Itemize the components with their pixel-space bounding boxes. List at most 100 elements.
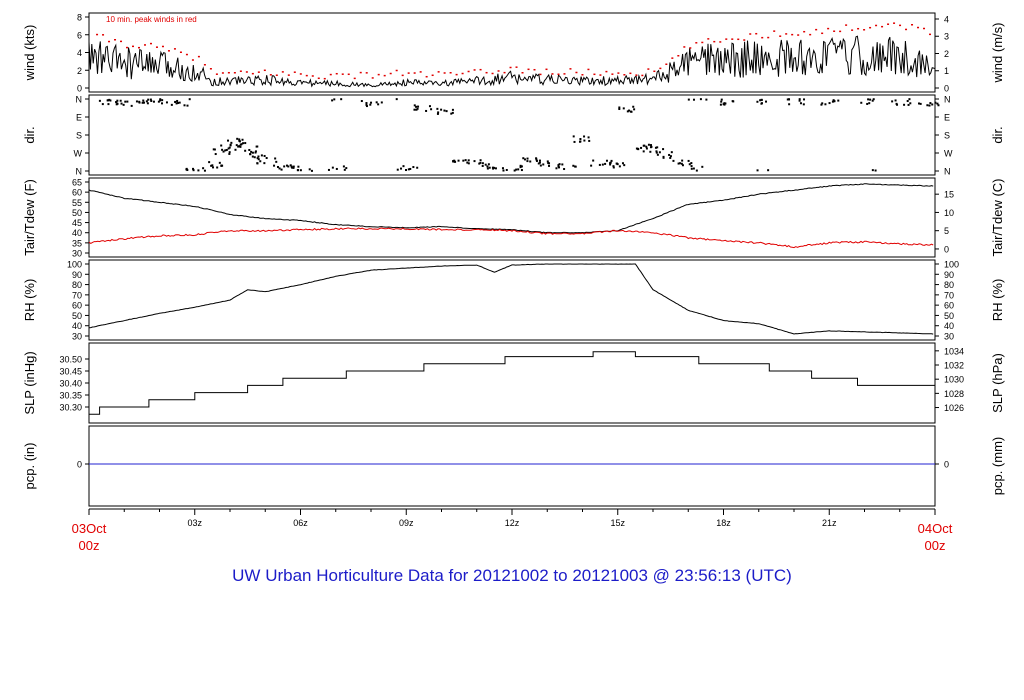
direction-point bbox=[572, 135, 575, 138]
y-axis-label-right: dir. bbox=[990, 126, 1005, 143]
direction-point bbox=[400, 167, 403, 170]
peak-wind-point bbox=[359, 71, 362, 74]
direction-point bbox=[891, 100, 894, 103]
y-tick-label: 100 bbox=[67, 260, 82, 270]
direction-point bbox=[488, 166, 491, 169]
direction-point bbox=[108, 98, 111, 101]
direction-point bbox=[687, 98, 690, 101]
direction-point bbox=[292, 165, 295, 168]
direction-point bbox=[535, 159, 538, 162]
y-tick-label-right: N bbox=[944, 95, 951, 105]
peak-wind-point bbox=[179, 51, 182, 53]
peak-wind-point bbox=[581, 74, 584, 76]
peak-wind-point bbox=[737, 38, 740, 41]
direction-point bbox=[548, 164, 551, 167]
y-tick-label-right: 40 bbox=[944, 321, 954, 331]
peak-wind-point bbox=[419, 71, 422, 73]
direction-point bbox=[513, 169, 516, 172]
direction-point bbox=[138, 101, 141, 104]
peak-wind-point bbox=[503, 71, 506, 74]
direction-point bbox=[416, 107, 419, 110]
direction-point bbox=[486, 165, 489, 168]
direction-point bbox=[135, 100, 138, 103]
direction-point bbox=[342, 165, 345, 168]
direction-point bbox=[122, 103, 125, 106]
direction-point bbox=[539, 164, 542, 167]
y-tick-label: 60 bbox=[72, 301, 82, 311]
direction-point bbox=[832, 99, 835, 102]
peak-wind-point bbox=[245, 71, 248, 73]
series-tdew bbox=[88, 227, 934, 249]
direction-point bbox=[874, 169, 877, 172]
peak-wind-point bbox=[191, 59, 194, 61]
y-axis-label-right: pcp. (mm) bbox=[990, 437, 1005, 496]
y-tick-label-right: 1030 bbox=[944, 375, 964, 385]
peak-wind-point bbox=[659, 67, 662, 70]
y-tick-label-right: 1026 bbox=[944, 403, 964, 413]
direction-point bbox=[621, 162, 624, 165]
direction-point bbox=[375, 101, 378, 104]
direction-point bbox=[579, 140, 582, 143]
peak-wind-point bbox=[791, 33, 794, 36]
direction-point bbox=[176, 99, 179, 102]
direction-point bbox=[116, 99, 119, 102]
peak-wind-point bbox=[221, 72, 224, 74]
direction-point bbox=[248, 148, 251, 151]
direction-point bbox=[936, 102, 939, 105]
direction-point bbox=[515, 168, 518, 171]
direction-point bbox=[546, 160, 549, 163]
direction-point bbox=[98, 99, 101, 102]
peak-wind-point bbox=[695, 42, 698, 44]
series-line bbox=[89, 351, 935, 415]
series-line bbox=[88, 227, 934, 249]
direction-point bbox=[669, 155, 672, 158]
direction-point bbox=[655, 150, 658, 153]
direction-point bbox=[250, 150, 253, 153]
peak-wind-point bbox=[371, 77, 374, 79]
direction-point bbox=[604, 162, 607, 165]
y-axis-label: pcp. (in) bbox=[22, 443, 37, 490]
y-tick-label: 30.50 bbox=[59, 355, 82, 365]
time-tick-label: 12z bbox=[505, 518, 520, 528]
peak-wind-point bbox=[779, 35, 782, 37]
direction-point bbox=[213, 148, 216, 151]
direction-point bbox=[787, 98, 790, 101]
direction-point bbox=[649, 146, 652, 149]
time-tick-label: 03z bbox=[187, 518, 202, 528]
y-tick-label-right: 50 bbox=[944, 311, 954, 321]
peak-wind-point bbox=[755, 32, 758, 35]
direction-point bbox=[244, 149, 247, 152]
direction-point bbox=[906, 100, 909, 103]
direction-point bbox=[244, 142, 247, 145]
direction-point bbox=[592, 159, 595, 162]
direction-point bbox=[229, 143, 232, 146]
direction-point bbox=[871, 99, 874, 102]
direction-point bbox=[524, 158, 527, 161]
direction-point bbox=[188, 98, 191, 101]
direction-point bbox=[149, 98, 152, 101]
direction-point bbox=[254, 150, 257, 153]
y-tick-label: 0 bbox=[77, 460, 82, 470]
peak-wind-point bbox=[881, 25, 884, 28]
direction-point bbox=[723, 103, 726, 106]
direction-point bbox=[234, 148, 237, 151]
direction-point bbox=[161, 99, 164, 102]
y-axis-label-right: SLP (hPa) bbox=[990, 353, 1005, 413]
peak-wind-point bbox=[773, 30, 776, 32]
direction-point bbox=[642, 150, 645, 153]
direction-point bbox=[502, 169, 505, 172]
direction-point bbox=[405, 169, 408, 172]
y-tick-label-right: 2 bbox=[944, 49, 949, 59]
direction-point bbox=[896, 103, 899, 106]
direction-point bbox=[203, 169, 206, 172]
peak-wind-point bbox=[407, 72, 410, 74]
y-tick-label-right: 1 bbox=[944, 66, 949, 76]
peak-wind-point bbox=[629, 72, 632, 75]
direction-point bbox=[445, 110, 448, 113]
direction-point bbox=[396, 168, 399, 171]
direction-point bbox=[526, 160, 529, 163]
panel-3: Tair/Tdew (F) Tair/Tdew (C)30354045505560… bbox=[22, 177, 1005, 259]
direction-point bbox=[222, 150, 225, 153]
direction-point bbox=[519, 164, 522, 167]
direction-point bbox=[907, 103, 910, 106]
